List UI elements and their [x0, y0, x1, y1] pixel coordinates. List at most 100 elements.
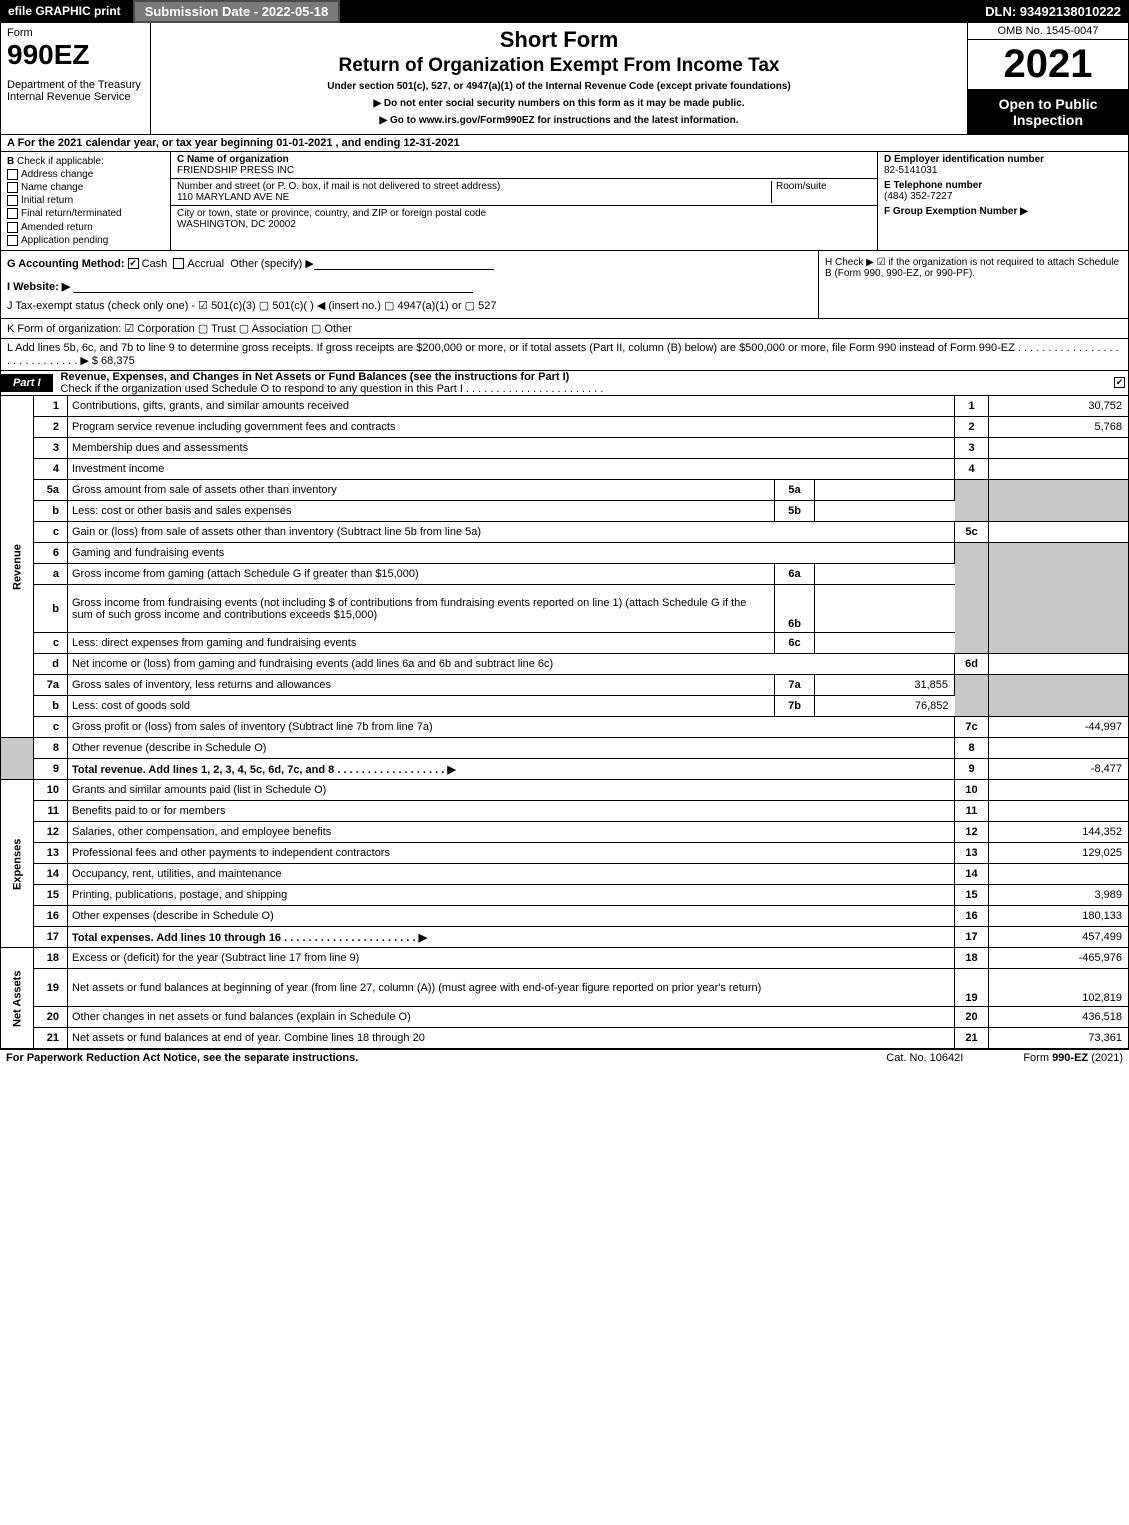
header-note-2: ▶ Go to www.irs.gov/Form990EZ for instru… — [155, 115, 963, 126]
ln-20: 20 — [34, 1007, 68, 1028]
ck-name-change[interactable]: Name change — [7, 182, 164, 193]
grey-5ab — [955, 480, 989, 522]
form-header: Form 990EZ Department of the Treasury In… — [0, 22, 1129, 135]
ein-hdr: D Employer identification number — [884, 154, 1044, 165]
desc-14: Occupancy, rent, utilities, and maintena… — [68, 864, 955, 885]
sv-6a — [815, 564, 955, 585]
val-6d — [989, 654, 1129, 675]
val-1: 30,752 — [989, 396, 1129, 417]
header-subtitle: Under section 501(c), 527, or 4947(a)(1)… — [155, 81, 963, 92]
val-10 — [989, 780, 1129, 801]
row-3: 3 Membership dues and assessments 3 — [1, 438, 1129, 459]
section-b: B Check if applicable: Address change Na… — [1, 152, 171, 250]
rn-13: 13 — [955, 843, 989, 864]
row-5a: 5a Gross amount from sale of assets othe… — [1, 480, 1129, 501]
row-21: 21 Net assets or fund balances at end of… — [1, 1028, 1129, 1049]
desc-5c: Gain or (loss) from sale of assets other… — [68, 522, 955, 543]
line-j: J Tax-exempt status (check only one) - ☑… — [7, 299, 812, 312]
rn-4: 4 — [955, 459, 989, 480]
rn-19: 19 — [955, 969, 989, 1007]
desc-6c: Less: direct expenses from gaming and fu… — [68, 633, 775, 654]
dept-line-2: Internal Revenue Service — [7, 91, 144, 103]
ln-8: 8 — [34, 738, 68, 759]
desc-4: Investment income — [68, 459, 955, 480]
submission-date-button[interactable]: Submission Date - 2022-05-18 — [133, 0, 341, 23]
ck-accrual[interactable] — [173, 258, 184, 269]
rn-6d: 6d — [955, 654, 989, 675]
val-3 — [989, 438, 1129, 459]
row-19: 19 Net assets or fund balances at beginn… — [1, 969, 1129, 1007]
ln-11: 11 — [34, 801, 68, 822]
desc-16: Other expenses (describe in Schedule O) — [68, 906, 955, 927]
ln-9: 9 — [34, 759, 68, 780]
ln-5b: b — [34, 501, 68, 522]
val-12: 144,352 — [989, 822, 1129, 843]
row-4: 4 Investment income 4 — [1, 459, 1129, 480]
line-l: L Add lines 5b, 6c, and 7b to line 9 to … — [0, 339, 1129, 371]
grey-6-v — [989, 543, 1129, 654]
rn-14: 14 — [955, 864, 989, 885]
ck-cash[interactable] — [128, 258, 139, 269]
ln-6c: c — [34, 633, 68, 654]
rn-11: 11 — [955, 801, 989, 822]
website-input[interactable] — [73, 281, 473, 293]
footer-left: For Paperwork Reduction Act Notice, see … — [6, 1052, 358, 1064]
desc-12: Salaries, other compensation, and employ… — [68, 822, 955, 843]
room-hdr: Room/suite — [776, 181, 827, 192]
desc-6a: Gross income from gaming (attach Schedul… — [68, 564, 775, 585]
row-11: 11 Benefits paid to or for members 11 — [1, 801, 1129, 822]
rn-2: 2 — [955, 417, 989, 438]
sv-6b — [815, 585, 955, 633]
row-7c: c Gross profit or (loss) from sales of i… — [1, 717, 1129, 738]
desc-6: Gaming and fundraising events — [68, 543, 955, 564]
sv-5a — [815, 480, 955, 501]
ln-21: 21 — [34, 1028, 68, 1049]
ln-3: 3 — [34, 438, 68, 459]
val-15: 3,989 — [989, 885, 1129, 906]
ck-amended-return[interactable]: Amended return — [7, 222, 164, 233]
sv-5b — [815, 501, 955, 522]
rn-10: 10 — [955, 780, 989, 801]
row-15: 15 Printing, publications, postage, and … — [1, 885, 1129, 906]
part-1-header: Part I Revenue, Expenses, and Changes in… — [0, 371, 1129, 396]
section-d-e-f: D Employer identification number 82-5141… — [878, 152, 1128, 250]
val-16: 180,133 — [989, 906, 1129, 927]
desc-13: Professional fees and other payments to … — [68, 843, 955, 864]
desc-10: Grants and similar amounts paid (list in… — [68, 780, 955, 801]
desc-7b: Less: cost of goods sold — [68, 696, 775, 717]
form-header-center: Short Form Return of Organization Exempt… — [151, 23, 968, 134]
desc-6d: Net income or (loss) from gaming and fun… — [68, 654, 955, 675]
ln-2: 2 — [34, 417, 68, 438]
other-specify-input[interactable] — [314, 258, 494, 270]
sn-5a: 5a — [775, 480, 815, 501]
row-12: 12 Salaries, other compensation, and emp… — [1, 822, 1129, 843]
part-1-schedule-o-check[interactable] — [1114, 377, 1125, 388]
efile-label[interactable]: efile GRAPHIC print — [0, 4, 129, 18]
check-if-applicable: Check if applicable: — [17, 156, 104, 167]
ck-initial-return[interactable]: Initial return — [7, 195, 164, 206]
row-1: Revenue 1 Contributions, gifts, grants, … — [1, 396, 1129, 417]
line-g-label: G Accounting Method: — [7, 258, 125, 270]
page-footer: For Paperwork Reduction Act Notice, see … — [0, 1049, 1129, 1066]
tel-hdr: E Telephone number — [884, 180, 982, 191]
dept-line-1: Department of the Treasury — [7, 79, 144, 91]
rn-17: 17 — [955, 927, 989, 948]
sv-7a: 31,855 — [815, 675, 955, 696]
ln-6: 6 — [34, 543, 68, 564]
group-exemption-hdr: F Group Exemption Number ▶ — [884, 206, 1028, 217]
ck-final-return[interactable]: Final return/terminated — [7, 208, 164, 219]
grey-7 — [955, 675, 989, 717]
line-l-value: 68,375 — [101, 355, 135, 367]
rn-12: 12 — [955, 822, 989, 843]
addr-hdr: Number and street (or P. O. box, if mail… — [177, 181, 500, 192]
return-title: Return of Organization Exempt From Incom… — [155, 55, 963, 77]
val-4 — [989, 459, 1129, 480]
sv-7b: 76,852 — [815, 696, 955, 717]
ck-address-change[interactable]: Address change — [7, 169, 164, 180]
val-5c — [989, 522, 1129, 543]
section-g-h: G Accounting Method: Cash Accrual Other … — [0, 251, 1129, 319]
val-14 — [989, 864, 1129, 885]
desc-15: Printing, publications, postage, and shi… — [68, 885, 955, 906]
org-name-hdr: C Name of organization — [177, 154, 289, 165]
ck-application-pending[interactable]: Application pending — [7, 235, 164, 246]
